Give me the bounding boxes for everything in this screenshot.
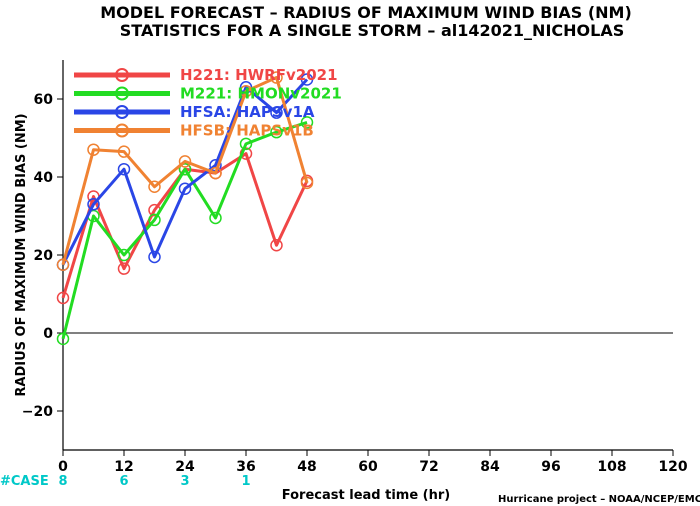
data-point [300, 176, 314, 190]
data-point [209, 166, 222, 180]
data-point [178, 162, 192, 176]
data-point [270, 125, 283, 139]
y-tick-label: 60 [34, 92, 54, 108]
y-tick-label: 20 [34, 248, 54, 264]
data-point [148, 213, 161, 227]
case-count: 6 [119, 474, 128, 489]
legend-marker [115, 105, 129, 119]
legend-marker [115, 68, 129, 82]
data-point [117, 248, 131, 262]
data-point [300, 116, 314, 129]
x-tick-label: 36 [236, 459, 255, 475]
data-point [270, 106, 283, 119]
credit-text: Hurricane project – NOAA/NCEP/EMC [498, 494, 700, 505]
data-point [270, 71, 283, 84]
x-tick-label: 0 [58, 459, 68, 475]
case-count: 1 [241, 474, 250, 489]
data-point [117, 262, 131, 275]
x-tick-label: 120 [658, 459, 687, 475]
data-point [270, 239, 283, 252]
data-point [56, 258, 70, 271]
legend-marker [115, 123, 129, 138]
data-point [178, 155, 192, 168]
data-point [239, 137, 253, 151]
x-tick-label: 48 [297, 459, 316, 475]
case-count: 8 [58, 474, 67, 489]
data-point [148, 250, 161, 264]
data-point [148, 180, 161, 193]
case-count: 3 [180, 474, 189, 489]
y-axis-label: RADIUS OF MAXIMUM WIND BIAS (NM) [14, 113, 29, 396]
data-point [87, 143, 100, 156]
data-point [178, 182, 192, 195]
x-tick-label: 96 [541, 459, 560, 475]
x-tick-label: 24 [175, 459, 195, 475]
legend-marker [115, 86, 129, 101]
x-tick-label: 108 [597, 459, 626, 475]
x-tick-label: 72 [419, 459, 438, 475]
data-point [56, 291, 70, 305]
legend-label: H221: HWRFv2021 [180, 66, 338, 84]
data-point [117, 162, 131, 176]
data-point [239, 84, 253, 98]
data-point [56, 332, 70, 346]
y-tick-label: 40 [34, 170, 54, 186]
y-tick-label: −20 [22, 404, 53, 420]
chart-title: MODEL FORECAST – RADIUS OF MAXIMUM WIND … [100, 3, 632, 22]
series-line [61, 76, 309, 266]
case-row-label: #CASE [0, 474, 49, 489]
data-point [209, 211, 222, 225]
legend-label: HFSB: HAPSv1B [180, 122, 314, 140]
data-point [300, 73, 314, 86]
x-tick-label: 60 [358, 459, 378, 475]
x-tick-label: 12 [114, 459, 133, 475]
y-tick-label: 0 [43, 326, 53, 342]
data-point [117, 145, 131, 158]
series-line [61, 78, 309, 266]
legend-label: HFSA: HAPSv1A [180, 103, 315, 121]
data-point [87, 198, 100, 211]
x-axis-label: Forecast lead time (hr) [282, 488, 450, 503]
series-line [61, 120, 308, 340]
legend-label: M221: HMONv2021 [180, 85, 342, 103]
x-tick-label: 84 [480, 459, 500, 475]
chart-subtitle: STATISTICS FOR A SINGLE STORM – al142021… [120, 21, 624, 40]
plot-area: −20 0 20 40 60 0 12 24 36 48 60 72 84 96 108 120 #CASE 8 6… [0, 60, 688, 489]
